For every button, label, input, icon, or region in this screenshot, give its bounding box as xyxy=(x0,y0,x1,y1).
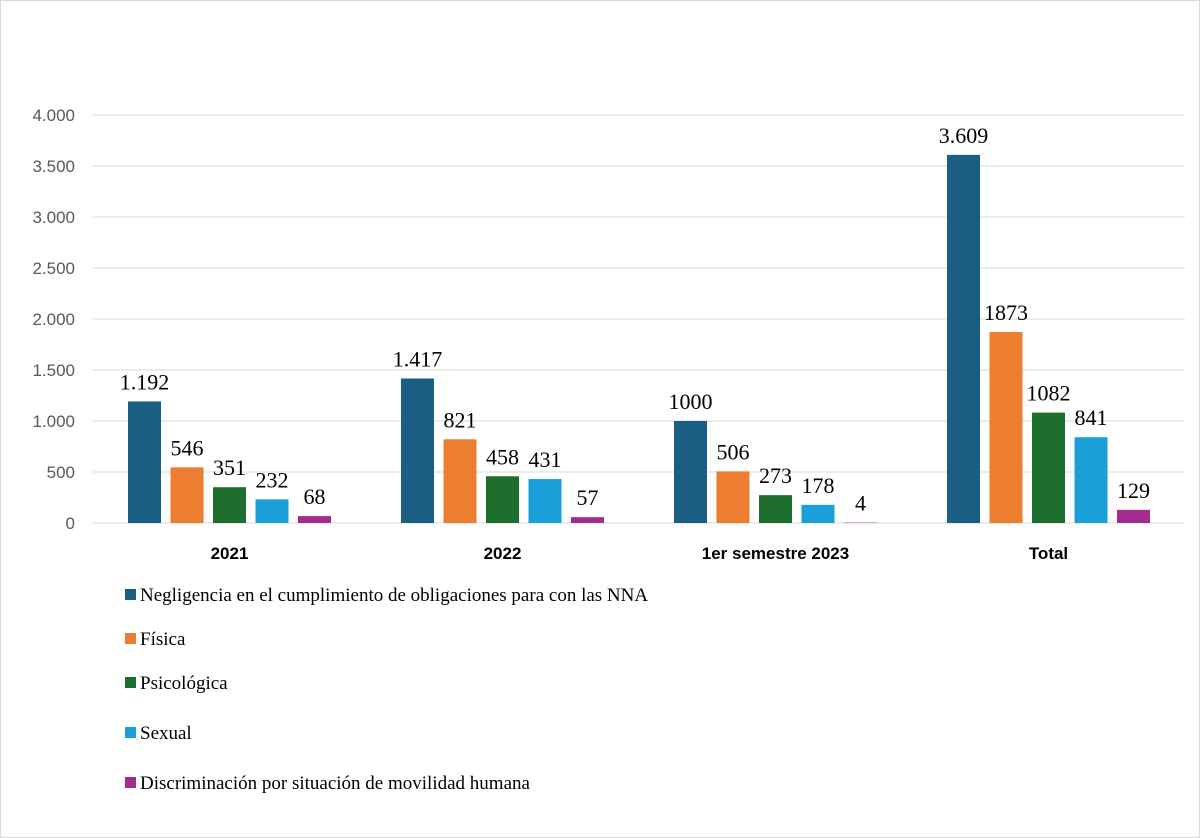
data-label: 68 xyxy=(304,484,326,509)
bar xyxy=(759,495,792,523)
legend-item: Psicológica xyxy=(125,673,745,695)
data-label: 506 xyxy=(717,439,750,464)
data-label: 458 xyxy=(486,444,519,469)
bar xyxy=(989,331,1023,523)
bar xyxy=(170,467,204,523)
data-label: 841 xyxy=(1075,405,1108,430)
y-tick-label: 3.000 xyxy=(32,208,75,227)
data-label: 351 xyxy=(213,455,246,480)
data-label: 57 xyxy=(577,485,599,510)
bar xyxy=(486,476,519,523)
bar xyxy=(255,499,289,523)
bar xyxy=(401,378,434,523)
x-category-label: 2022 xyxy=(484,544,522,563)
legend-item: Negligencia en el cumplimiento de obliga… xyxy=(125,585,745,607)
legend-swatch xyxy=(125,633,136,644)
legend-label: Psicológica xyxy=(140,673,228,694)
bar xyxy=(716,471,750,523)
y-tick-label: 1.000 xyxy=(32,412,75,431)
data-label: 431 xyxy=(529,447,562,472)
data-label: 1082 xyxy=(1027,381,1071,406)
bar xyxy=(674,421,707,523)
legend-label: Discriminación por situación de movilida… xyxy=(140,773,530,794)
data-label: 821 xyxy=(444,407,477,432)
bar-chart: 05001.0001.5002.0002.5003.0003.5004.000 … xyxy=(32,106,1185,563)
x-category-label: 2021 xyxy=(211,544,249,563)
bar xyxy=(443,439,477,523)
legend-item: Discriminación por situación de movilida… xyxy=(125,773,745,795)
y-tick-label: 4.000 xyxy=(32,106,75,125)
legend-swatch xyxy=(125,677,136,688)
y-tick-label: 2.000 xyxy=(32,310,75,329)
x-axis-category-labels: 2021 2022 1er semestre 2023 Total xyxy=(211,544,1069,563)
legend-swatch xyxy=(125,589,136,600)
data-label: 273 xyxy=(759,463,792,488)
data-label: 1.192 xyxy=(120,369,170,394)
bar xyxy=(128,401,161,523)
gridlines xyxy=(93,114,1185,524)
y-tick-label: 3.500 xyxy=(32,157,75,176)
legend-swatch xyxy=(125,777,136,788)
legend-label: Sexual xyxy=(140,723,192,744)
data-label: 1873 xyxy=(984,300,1028,325)
y-tick-label: 500 xyxy=(47,463,75,482)
y-tick-label: 2.500 xyxy=(32,259,75,278)
y-axis-tick-labels: 0 500 1.000 1.500 2.000 2.500 3.000 3.500 4.000 xyxy=(32,106,75,533)
x-category-label: 1er semestre 2023 xyxy=(702,544,849,563)
data-label: 4 xyxy=(855,491,866,516)
legend-item: Sexual xyxy=(125,723,745,745)
data-label: 232 xyxy=(256,467,289,492)
bar xyxy=(1117,509,1150,523)
data-label: 546 xyxy=(171,435,204,460)
bars xyxy=(128,154,1150,523)
data-label: 178 xyxy=(802,473,835,498)
legend-item: Física xyxy=(125,629,745,651)
y-tick-label: 0 xyxy=(66,514,75,533)
bar xyxy=(801,504,835,523)
legend-label: Física xyxy=(140,629,186,650)
bar xyxy=(571,517,604,523)
data-label: 1000 xyxy=(669,389,713,414)
bar xyxy=(528,479,562,523)
y-tick-label: 1.500 xyxy=(32,361,75,380)
data-label: 129 xyxy=(1117,478,1150,503)
bar xyxy=(947,154,980,523)
bar xyxy=(1074,437,1108,523)
data-label: 1.417 xyxy=(393,346,443,371)
bar xyxy=(298,516,331,523)
x-category-label: Total xyxy=(1029,544,1068,563)
bar xyxy=(1032,412,1065,523)
data-label: 3.609 xyxy=(939,123,989,148)
legend-label: Negligencia en el cumplimiento de obliga… xyxy=(140,585,649,606)
legend-swatch xyxy=(125,727,136,738)
bar xyxy=(213,487,246,523)
